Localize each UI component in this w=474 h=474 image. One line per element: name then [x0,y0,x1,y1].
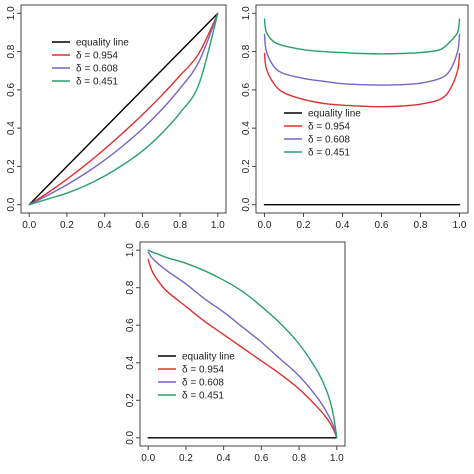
series-line-2 [28,12,219,206]
legend-label: δ = 0.954 [76,51,118,62]
x-tick-label: 0.6 [375,220,389,231]
series-line-1 [28,12,219,206]
plot-frame [20,4,227,214]
y-tick-label: 0.8 [241,44,252,58]
plot-frame [139,241,346,447]
legend-label: δ = 0.954 [308,122,350,133]
y-tick-label: 1.0 [6,6,17,20]
legend-label: δ = 0.451 [182,391,224,402]
x-tick-label: 0.8 [292,453,306,464]
legend: equality line δ = 0.954 δ = 0.608 δ = 0.451 [284,109,361,159]
x-tick-label: 0.0 [22,220,36,231]
x-tick-label: 0.2 [179,453,193,464]
legend: equality line δ = 0.954 δ = 0.608 δ = 0.451 [52,38,129,88]
x-tick-label: 0.6 [135,220,149,231]
x-tick-label: 0.2 [60,220,74,231]
y-tick-label: 0.2 [125,393,136,407]
x-tick-label: 0.6 [254,453,268,464]
legend-label: δ = 0.451 [308,148,350,159]
legend-label: δ = 0.608 [182,378,224,389]
series-line-4 [147,249,338,439]
series-line-4 [28,12,219,206]
legend: equality line δ = 0.954 δ = 0.608 δ = 0.451 [158,352,235,402]
chart-panel-3: 0.0 0.2 0.4 0.6 0.8 1.0 0.0 0.2 0.4 0.6 0.8 1.0 equa… [125,241,346,464]
x-tick-label: 1.0 [453,220,467,231]
x-tick-label: 1.0 [211,220,225,231]
series-line-2 [263,52,461,108]
y-tick-label: 0.6 [125,318,136,332]
y-tick-label: 0.6 [241,82,252,96]
y-tick-label: 0.6 [6,82,17,96]
x-tick-label: 0.0 [258,220,272,231]
legend-label: δ = 0.608 [76,64,118,75]
x-tick-label: 0.4 [336,220,350,231]
y-tick-label: 1.0 [125,243,136,257]
x-tick-label: 0.0 [141,453,155,464]
y-tick-label: 0.2 [241,159,252,173]
y-tick-label: 0.2 [6,159,17,173]
x-tick-label: 0.4 [98,220,112,231]
series-line-3 [28,12,219,206]
legend-label: δ = 0.451 [76,77,118,88]
series-line-2 [147,258,338,439]
plot-frame [255,4,469,214]
legend-label: equality line [76,38,129,49]
series-line-3 [263,33,461,86]
y-tick-label: 0.0 [6,197,17,211]
chart-panel-1: 0.0 0.2 0.4 0.6 0.8 1.0 0.0 0.2 0.4 0.6 0.8 1.0 equa… [6,4,227,231]
chart-panels: 0.0 0.2 0.4 0.6 0.8 1.0 0.0 0.2 0.4 0.6 0.8 1.0 equa… [6,4,469,464]
legend-label: δ = 0.608 [308,135,350,146]
x-tick-label: 1.0 [330,453,344,464]
series-line-3 [147,251,338,439]
series-line-4 [263,18,461,55]
y-tick-label: 0.0 [125,430,136,444]
x-tick-label: 0.2 [297,220,311,231]
y-tick-label: 1.0 [241,6,252,20]
y-tick-label: 0.4 [125,355,136,369]
y-tick-label: 0.4 [6,121,17,135]
y-tick-label: 0.0 [241,197,252,211]
legend-label: equality line [182,352,235,363]
legend-label: δ = 0.954 [182,365,224,376]
legend-label: equality line [308,109,361,120]
chart-panel-2: 0.0 0.2 0.4 0.6 0.8 1.0 0.0 0.2 0.4 0.6 0.8 1.0 equa… [241,4,469,231]
y-tick-label: 0.8 [6,44,17,58]
y-tick-label: 0.4 [241,121,252,135]
x-tick-label: 0.8 [414,220,428,231]
x-tick-label: 0.4 [217,453,231,464]
x-tick-label: 0.8 [173,220,187,231]
y-tick-label: 0.8 [125,280,136,294]
